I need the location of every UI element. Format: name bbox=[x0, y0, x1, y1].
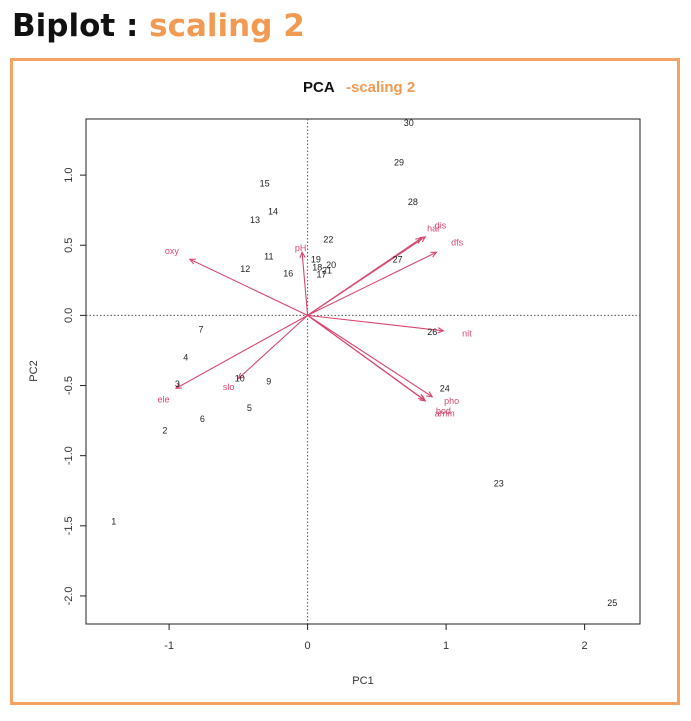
loading-arrow-pho bbox=[307, 314, 433, 398]
loading-arrow-nit bbox=[307, 314, 444, 332]
chart-title-accent: -scaling 2 bbox=[346, 79, 415, 96]
site-label-29: 29 bbox=[394, 157, 404, 167]
loading-arrow-ele bbox=[175, 314, 308, 389]
arrow-head-nit bbox=[437, 327, 445, 334]
loading-label-dfs: dfs bbox=[451, 237, 464, 247]
site-label-23: 23 bbox=[494, 479, 504, 489]
site-label-1: 1 bbox=[111, 517, 116, 527]
y-tick-label: -2.0 bbox=[63, 586, 75, 605]
loading-arrow-pH bbox=[301, 252, 309, 316]
loading-label-har: har bbox=[427, 223, 440, 233]
site-label-26: 26 bbox=[427, 327, 437, 337]
site-label-14: 14 bbox=[268, 207, 278, 217]
chart-title-group: PCA -scaling 2 bbox=[303, 79, 415, 96]
x-tick-label: 0 bbox=[305, 640, 311, 652]
arrow-head-slo bbox=[237, 372, 245, 380]
loading-label-pH: pH bbox=[295, 243, 307, 253]
arrow-head-har bbox=[415, 237, 423, 244]
site-label-28: 28 bbox=[408, 197, 418, 207]
loading-arrow-dis bbox=[307, 236, 426, 316]
loading-label-bod: bod bbox=[436, 406, 451, 416]
loading-arrow-dfs bbox=[307, 251, 437, 316]
arrow-head-pH bbox=[299, 251, 306, 259]
x-tick-label: 2 bbox=[582, 640, 588, 652]
loading-label-ele: ele bbox=[158, 395, 170, 405]
site-label-4: 4 bbox=[183, 352, 188, 362]
site-label-21: 21 bbox=[322, 266, 332, 276]
site-label-18: 18 bbox=[312, 263, 322, 273]
site-label-10: 10 bbox=[235, 374, 245, 384]
x-tick-label: 1 bbox=[443, 640, 449, 652]
y-axis-label: PC2 bbox=[28, 360, 40, 381]
loading-label-amm: amm bbox=[435, 409, 455, 419]
site-label-27: 27 bbox=[393, 254, 403, 264]
loading-label-oxy: oxy bbox=[165, 246, 180, 256]
slide-title-accent: scaling 2 bbox=[149, 8, 305, 44]
site-label-7: 7 bbox=[198, 324, 203, 334]
site-label-12: 12 bbox=[240, 264, 250, 274]
site-label-22: 22 bbox=[323, 235, 333, 245]
chart-title: PCA bbox=[303, 79, 335, 96]
slide-title: Biplot : scaling 2 bbox=[12, 8, 305, 44]
site-label-17: 17 bbox=[316, 270, 326, 280]
y-tick-label: 1.0 bbox=[63, 167, 75, 182]
plot-area-border bbox=[85, 118, 641, 625]
loading-label-dis: dis bbox=[435, 221, 447, 231]
x-axis-label: PC1 bbox=[352, 675, 373, 687]
loading-label-pho: pho bbox=[444, 396, 459, 406]
chart-frame: PCA -scaling 2 -1 0 1 2 -2.0 -1.5 -1.0 -0.5 0.0 0… bbox=[10, 58, 680, 705]
x-tick-label: -1 bbox=[164, 640, 174, 652]
site-label-25: 25 bbox=[607, 598, 617, 608]
y-tick-label: -0.5 bbox=[63, 376, 75, 395]
reference-lines bbox=[86, 119, 640, 624]
arrow-head-oxy bbox=[188, 258, 196, 265]
site-label-3: 3 bbox=[175, 379, 180, 389]
arrow-head-bod bbox=[417, 394, 425, 401]
loading-arrow-bod bbox=[307, 314, 425, 401]
y-tick-label: -1.5 bbox=[63, 516, 75, 535]
y-tick-label: -1.0 bbox=[63, 446, 75, 465]
site-label-19: 19 bbox=[311, 254, 321, 264]
arrow-head-dfs bbox=[430, 251, 438, 258]
site-label-9: 9 bbox=[266, 376, 271, 386]
arrow-head-pho bbox=[426, 391, 434, 398]
loading-label-slo: slo bbox=[223, 382, 235, 392]
site-label-13: 13 bbox=[250, 215, 260, 225]
axis-ticks: -1 0 1 2-2.0-1.5-1.0-0.50.00.51.0 bbox=[63, 167, 588, 652]
site-label-16: 16 bbox=[283, 268, 293, 278]
arrow-head-amm bbox=[419, 395, 427, 402]
site-label-20: 20 bbox=[326, 260, 336, 270]
pca-biplot-chart: PCA -scaling 2 -1 0 1 2-2.0-1.5-1.0-0.50.00… bbox=[28, 79, 641, 687]
y-tick-label: 0.5 bbox=[63, 238, 75, 253]
arrow-head-dis bbox=[419, 236, 427, 243]
arrow-head-ele bbox=[174, 383, 183, 389]
loading-arrow-slo bbox=[237, 314, 308, 379]
y-tick-label: 0.0 bbox=[63, 308, 75, 323]
site-label-11: 11 bbox=[264, 251, 273, 261]
site-label-24: 24 bbox=[440, 383, 450, 393]
loading-arrow-oxy bbox=[189, 258, 308, 316]
site-label-30: 30 bbox=[404, 118, 414, 128]
slide-title-main: Biplot : bbox=[12, 8, 150, 44]
site-label-6: 6 bbox=[200, 414, 205, 424]
site-label-5: 5 bbox=[247, 403, 252, 413]
site-label-15: 15 bbox=[260, 179, 270, 189]
site-label-2: 2 bbox=[162, 425, 167, 435]
loading-label-nit: nit bbox=[462, 329, 472, 339]
